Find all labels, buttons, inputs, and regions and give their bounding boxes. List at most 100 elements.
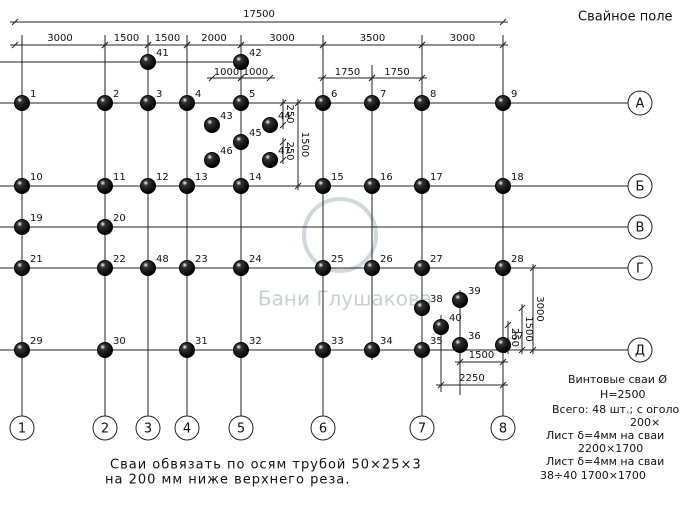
pile (97, 260, 113, 276)
column-axis-bubble (228, 415, 254, 441)
pile-label: 2 (113, 89, 119, 100)
pile-label: 20 (113, 213, 126, 224)
dimension-tick (456, 358, 464, 366)
column-axis-bubble (409, 415, 435, 441)
row-axis-bubble (627, 173, 653, 199)
pile (179, 95, 195, 111)
row-axis-bubble (627, 90, 653, 116)
pile-label: 22 (113, 254, 126, 265)
pile (14, 178, 30, 194)
pile-label: 30 (113, 336, 126, 347)
dimension-tick (237, 74, 245, 82)
pile (14, 260, 30, 276)
pile-label: 41 (156, 48, 169, 59)
pile (97, 342, 113, 358)
pile (233, 260, 249, 276)
dimension-tick (294, 99, 302, 107)
dimension-tick (101, 41, 109, 49)
pile-label: 26 (380, 254, 393, 265)
note: Сваи обвязать по осям трубой 50×25×3 (110, 458, 422, 473)
dimension-tick (279, 156, 287, 164)
dimension-label: 1000 (214, 67, 239, 78)
pile-label: 46 (220, 146, 233, 157)
dimension-label: 1500 (114, 33, 139, 44)
spec: Всего: 48 шт.; с оголо (552, 403, 680, 416)
pile (364, 95, 380, 111)
pile-label: 7 (380, 89, 386, 100)
dimension-tick (368, 74, 376, 82)
pile (262, 117, 278, 133)
pile-label: 44 (278, 111, 291, 122)
row-axis-bubble (627, 337, 653, 363)
pile (233, 342, 249, 358)
dimension-label: 1500 (523, 316, 534, 341)
pile (414, 300, 430, 316)
pile-label: 21 (30, 254, 43, 265)
watermark: Бани Глушакова (258, 287, 432, 311)
pile-label: 33 (331, 336, 344, 347)
row-axis-label: В (636, 221, 645, 236)
pile (179, 178, 195, 194)
pile (204, 117, 220, 133)
dimension-tick (294, 182, 302, 190)
dimension-label: 1000 (243, 67, 268, 78)
spec: 38÷40 1700×1700 (540, 469, 646, 482)
dimension-tick (418, 41, 426, 49)
row-axis-label: Д (635, 344, 645, 359)
dimension-tick (518, 304, 526, 312)
pile-label: 32 (249, 336, 262, 347)
spec: Лист δ=4мм на сваи (546, 429, 664, 442)
dimension-tick (529, 264, 537, 272)
dimension-tick (437, 381, 445, 389)
column-axis-label: 5 (237, 422, 245, 437)
pile-label: 17 (430, 172, 443, 183)
dimension-tick (418, 74, 426, 82)
dimension-tick (499, 18, 507, 26)
pile-label: 24 (249, 254, 262, 265)
column-axis-label: 2 (101, 422, 109, 437)
pile-label: 28 (511, 254, 524, 265)
pile (315, 178, 331, 194)
pile (14, 342, 30, 358)
dimension-tick (279, 121, 287, 129)
pile (97, 219, 113, 235)
pile (140, 54, 156, 70)
pile-label: 29 (30, 336, 43, 347)
pile (452, 292, 468, 308)
column-axis-label: 6 (319, 422, 327, 437)
row-axis-bubble (627, 255, 653, 281)
spec: Винтовые сваи Ø (568, 373, 667, 386)
dimension-tick (499, 41, 507, 49)
column-axis-bubble (135, 415, 161, 441)
pile-label: 19 (30, 213, 43, 224)
pile-label: 9 (511, 89, 517, 100)
dimension-label: 17500 (243, 9, 275, 20)
dimension-label: 2000 (201, 33, 226, 44)
pile (414, 95, 430, 111)
pile-label: 10 (30, 172, 43, 183)
spec: Лист δ=4мм на сваи (546, 455, 664, 468)
pile-label: 15 (331, 172, 344, 183)
pile-label: 5 (249, 89, 255, 100)
column-axis-bubble (310, 415, 336, 441)
pile (97, 178, 113, 194)
dimension-label: 1750 (335, 67, 360, 78)
dimension-tick (504, 321, 512, 329)
pile-label: 40 (449, 313, 462, 324)
pile (204, 152, 220, 168)
column-axis-bubble (490, 415, 516, 441)
pile-label: 45 (249, 128, 262, 139)
column-axis-bubble (174, 415, 200, 441)
pile (140, 95, 156, 111)
dimension-label: 3000 (47, 33, 72, 44)
pile-label: 18 (511, 172, 524, 183)
pile-label: 16 (380, 172, 393, 183)
pile (452, 337, 468, 353)
pile-label: 43 (220, 111, 233, 122)
dimension-tick (499, 381, 507, 389)
watermark-logo (302, 197, 378, 273)
spec: 2200×1700 (578, 442, 643, 455)
pile-label: 1 (30, 89, 36, 100)
pile-label: 11 (113, 172, 126, 183)
